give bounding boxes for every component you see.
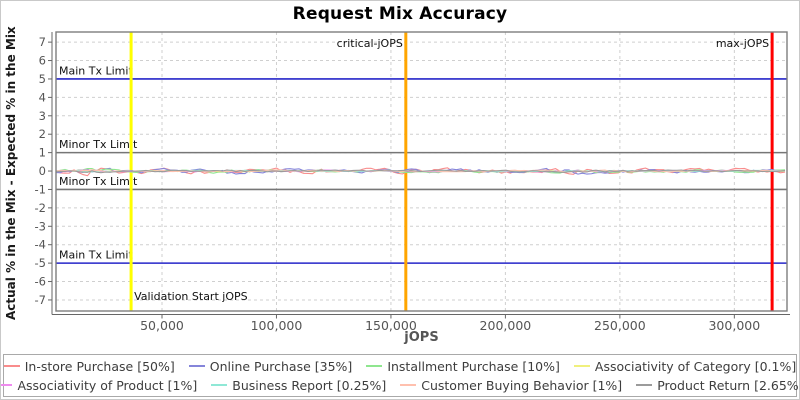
legend-row: In-store Purchase [50%] Online Purchase [… <box>3 357 797 376</box>
legend-swatch <box>3 365 20 367</box>
legend-row: Associativity of Product [1%] Business Re… <box>1 376 799 395</box>
y-tick-label: -4 <box>35 238 46 252</box>
legend-label: In-store Purchase [50%] <box>24 358 175 374</box>
legend-label: Associativity of Category [0.1%] <box>594 358 797 374</box>
legend-swatch <box>366 365 383 367</box>
legend-label: Installment Purchase [10%] <box>387 358 560 374</box>
legend-label: Associativity of Product [1%] <box>17 377 198 393</box>
y-tick-label: 0 <box>39 164 46 178</box>
legend-item: Associativity of Category [0.1%] <box>573 358 797 374</box>
y-tick-label: 6 <box>39 54 46 68</box>
legend-label: Product Return [2.65%] <box>657 377 800 393</box>
y-tick-label: -2 <box>35 201 46 215</box>
x-tick-label: 150,000 <box>365 318 417 333</box>
legend-swatch <box>211 384 228 386</box>
legend-swatch <box>573 365 590 367</box>
legend-label: Customer Buying Behavior [1%] <box>421 377 623 393</box>
legend-item: Associativity of Product [1%] <box>1 377 198 393</box>
y-tick-label: 2 <box>39 127 46 141</box>
y-tick-label: 5 <box>39 72 46 86</box>
legend: In-store Purchase [50%] Online Purchase [… <box>1 354 799 397</box>
x-tick-label: 50,000 <box>140 318 184 333</box>
legend-label: Online Purchase [35%] <box>209 358 353 374</box>
y-tick-label: 3 <box>39 109 46 123</box>
legend-label: Business Report [0.25%] <box>232 377 387 393</box>
y-tick-label: 7 <box>39 35 46 49</box>
legend-item: Business Report [0.25%] <box>211 378 386 393</box>
x-tick-label: 300,000 <box>708 318 760 333</box>
x-tick-label: 250,000 <box>594 318 646 333</box>
legend-item: Online Purchase [35%] <box>188 358 353 374</box>
limit-label: Minor Tx Limit <box>59 175 138 188</box>
legend-swatch <box>188 365 205 367</box>
plot-border <box>55 31 788 312</box>
x-tick-label: 100,000 <box>251 318 303 333</box>
marker-label: critical-jOPS <box>337 37 403 50</box>
legend-item: Customer Buying Behavior [1%] <box>400 378 622 393</box>
legend-item: Installment Purchase [10%] <box>366 359 560 374</box>
y-tick-label: -5 <box>35 256 46 270</box>
y-tick-label: -7 <box>35 293 46 307</box>
y-tick-label: -3 <box>35 219 46 233</box>
marker-label: Validation Start jOPS <box>134 290 248 303</box>
limit-label: Minor Tx Limit <box>59 138 138 151</box>
y-tick-label: -1 <box>35 182 46 196</box>
limit-label: Main Tx Limit <box>59 249 133 262</box>
marker-label: max-jOPS <box>716 37 769 50</box>
chart-title: Request Mix Accuracy <box>292 4 508 24</box>
limit-label: Main Tx Limit <box>59 64 133 77</box>
legend-swatch <box>1 384 13 386</box>
plot-area: Main Tx Limit Minor Tx Limit Minor Tx Limi… <box>35 31 790 333</box>
x-tick-label: 200,000 <box>480 318 532 333</box>
legend-swatch <box>636 384 653 386</box>
legend-item: Product Return [2.65%] <box>636 377 800 393</box>
y-tick-label: 1 <box>39 146 46 160</box>
x-axis-title: jOPS <box>404 330 439 345</box>
series-line <box>55 169 786 174</box>
legend-swatch <box>400 384 417 386</box>
y-tick-label: 4 <box>39 90 46 104</box>
y-tick-label: -6 <box>35 275 46 289</box>
legend-item: In-store Purchase [50%] <box>3 358 175 374</box>
